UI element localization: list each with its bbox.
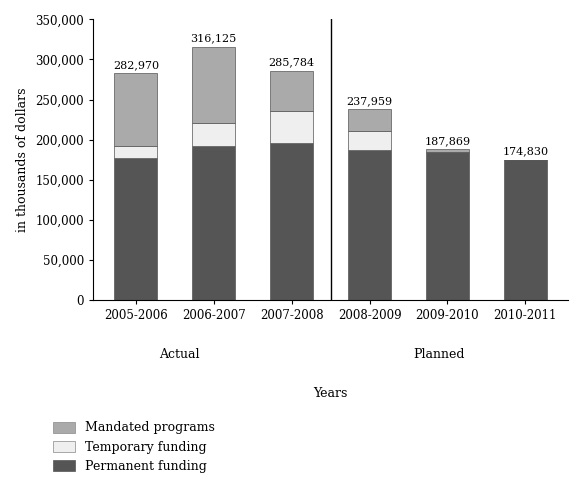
Bar xyxy=(193,146,235,300)
Bar xyxy=(348,150,391,300)
Text: 187,869: 187,869 xyxy=(425,136,470,146)
Bar xyxy=(193,46,235,123)
Bar xyxy=(114,146,157,158)
Text: Years: Years xyxy=(313,387,348,400)
Text: 285,784: 285,784 xyxy=(269,58,315,68)
Legend: Mandated programs, Temporary funding, Permanent funding: Mandated programs, Temporary funding, Pe… xyxy=(53,422,215,473)
Bar xyxy=(426,151,469,300)
Bar xyxy=(270,111,313,143)
Bar xyxy=(270,143,313,300)
Bar xyxy=(114,73,157,146)
Bar xyxy=(504,160,547,300)
Bar xyxy=(193,123,235,146)
Text: 282,970: 282,970 xyxy=(113,60,159,70)
Text: 174,830: 174,830 xyxy=(502,147,549,157)
Text: Planned: Planned xyxy=(413,348,465,362)
Text: Actual: Actual xyxy=(159,348,200,362)
Bar xyxy=(270,71,313,111)
Bar xyxy=(348,109,391,131)
Y-axis label: in thousands of dollars: in thousands of dollars xyxy=(16,88,30,232)
Bar xyxy=(114,158,157,300)
Bar xyxy=(426,150,469,151)
Bar xyxy=(348,131,391,150)
Text: 237,959: 237,959 xyxy=(346,96,393,106)
Text: 316,125: 316,125 xyxy=(191,33,237,44)
